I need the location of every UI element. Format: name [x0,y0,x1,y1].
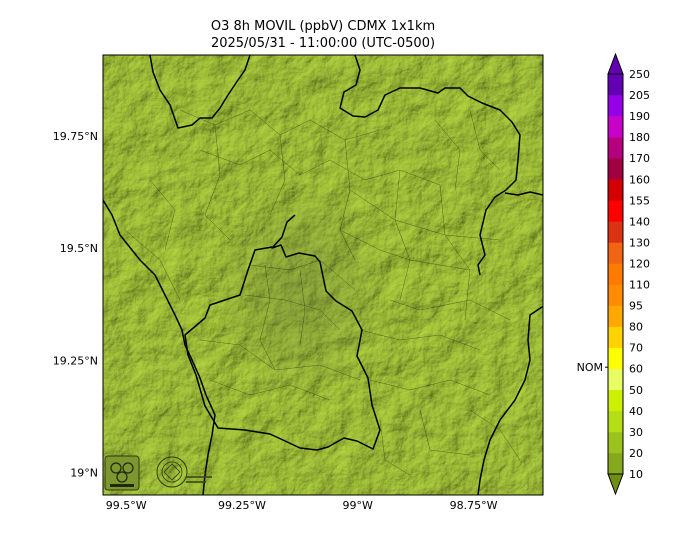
colorbar-level-label: 130 [629,236,650,249]
colorbar-level-label: 80 [629,321,643,334]
colorbar: 10 20 30 40 50 60 70 80 95 110 120 130 140 155 160 170 1… [577,52,650,496]
colorbar-segment [608,452,623,475]
colorbar-segment [608,347,623,370]
colorbar-segment [608,179,623,201]
colorbar-level-label: 10 [629,468,643,481]
map-frame [102,54,544,496]
colorbar-segment [608,242,623,264]
colorbar-segment [608,368,623,391]
colorbar-segment [608,137,623,159]
colorbar-segment [608,158,623,180]
colorbar-level-label: 110 [629,279,650,292]
colorbar-level-label: 70 [629,342,643,355]
colorbar-segment [608,74,623,96]
latitude-tick-label: 19.75°N [53,130,98,143]
longitude-tick-label: 99°W [343,499,373,512]
latitude-ticks: 19.75°N 19.5°N 19.25°N 19°N [53,130,98,480]
colorbar-segment [608,284,623,306]
colorbar-level-label: 20 [629,447,643,460]
colorbar-level-label: 40 [629,405,643,418]
colorbar-segment [608,200,623,222]
hidalgo-boundary [339,55,521,276]
colorbar-level-label: 250 [629,68,650,81]
latitude-tick-label: 19°N [70,467,98,480]
longitude-tick-label: 99.5°W [106,499,147,512]
nom-label: NOM [577,361,603,374]
map-title: O3 8h MOVIL (ppbV) CDMX 1x1km [210,19,436,34]
colorbar-level-label: 160 [629,173,650,186]
colorbar-level-label: 120 [629,257,650,270]
colorbar-level-label: 140 [629,215,650,228]
colorbar-level-label: 205 [629,89,650,102]
urban-area-shade [210,180,390,400]
colorbar-upper-extension [607,52,624,75]
sedema-logo [104,455,140,491]
longitude-tick-label: 99.25°W [218,499,266,512]
municipal-boundaries [124,109,521,476]
estado-de-mexico-north-boundary [149,55,251,129]
colorbar-level-label: 190 [629,110,650,123]
latitude-tick-label: 19.25°N [53,354,98,367]
longitude-ticks: 99.5°W 99.25°W 99°W 98.75°W [106,499,498,512]
latitude-tick-label: 19.5°N [60,242,98,255]
colorbar-level-label: 170 [629,152,650,165]
map-area [103,55,543,495]
colorbar-segment [608,221,623,243]
colorbar-segment [608,326,623,348]
state-boundaries [103,55,543,495]
colorbar-level-label: 30 [629,426,643,439]
colorbar-segment [608,116,623,138]
colorbar-level-label: 50 [629,384,643,397]
map-subtitle-datetime: 2025/05/31 - 11:00:00 (UTC-0500) [210,36,436,51]
colorbar-lower-extension [607,473,624,496]
colorbar-outline [607,73,624,475]
colorbar-level-label: 95 [629,300,643,313]
morelos-boundary [477,305,543,495]
colorbar-segment [608,95,623,117]
colorbar-segment [608,263,623,285]
colorbar-level-label: 60 [629,363,643,376]
puebla-boundary [504,191,543,196]
colorbar-level-label: 180 [629,131,650,144]
ciudad-de-mexico-logo [156,456,212,488]
longitude-tick-label: 98.75°W [450,499,498,512]
estado-de-mexico-west-boundary [103,199,216,495]
colorbar-level-label: 155 [629,194,650,207]
cdmx-boundary [184,214,381,451]
colorbar-segment [608,431,623,454]
colorbar-segment [608,305,623,327]
colorbar-segment [608,389,623,412]
colorbar-segment [608,410,623,433]
